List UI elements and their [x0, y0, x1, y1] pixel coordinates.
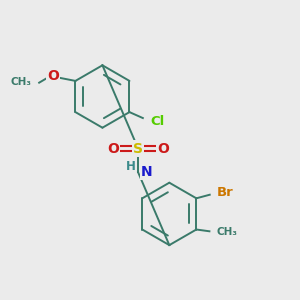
Text: O: O: [47, 69, 59, 83]
Text: Br: Br: [217, 186, 234, 200]
Text: Cl: Cl: [150, 115, 164, 128]
Text: O: O: [107, 142, 119, 155]
Text: S: S: [133, 142, 143, 155]
Text: H: H: [126, 160, 136, 173]
Text: O: O: [158, 142, 169, 155]
Text: N: N: [141, 165, 153, 179]
Text: CH₃: CH₃: [11, 77, 32, 87]
Text: CH₃: CH₃: [216, 227, 237, 238]
